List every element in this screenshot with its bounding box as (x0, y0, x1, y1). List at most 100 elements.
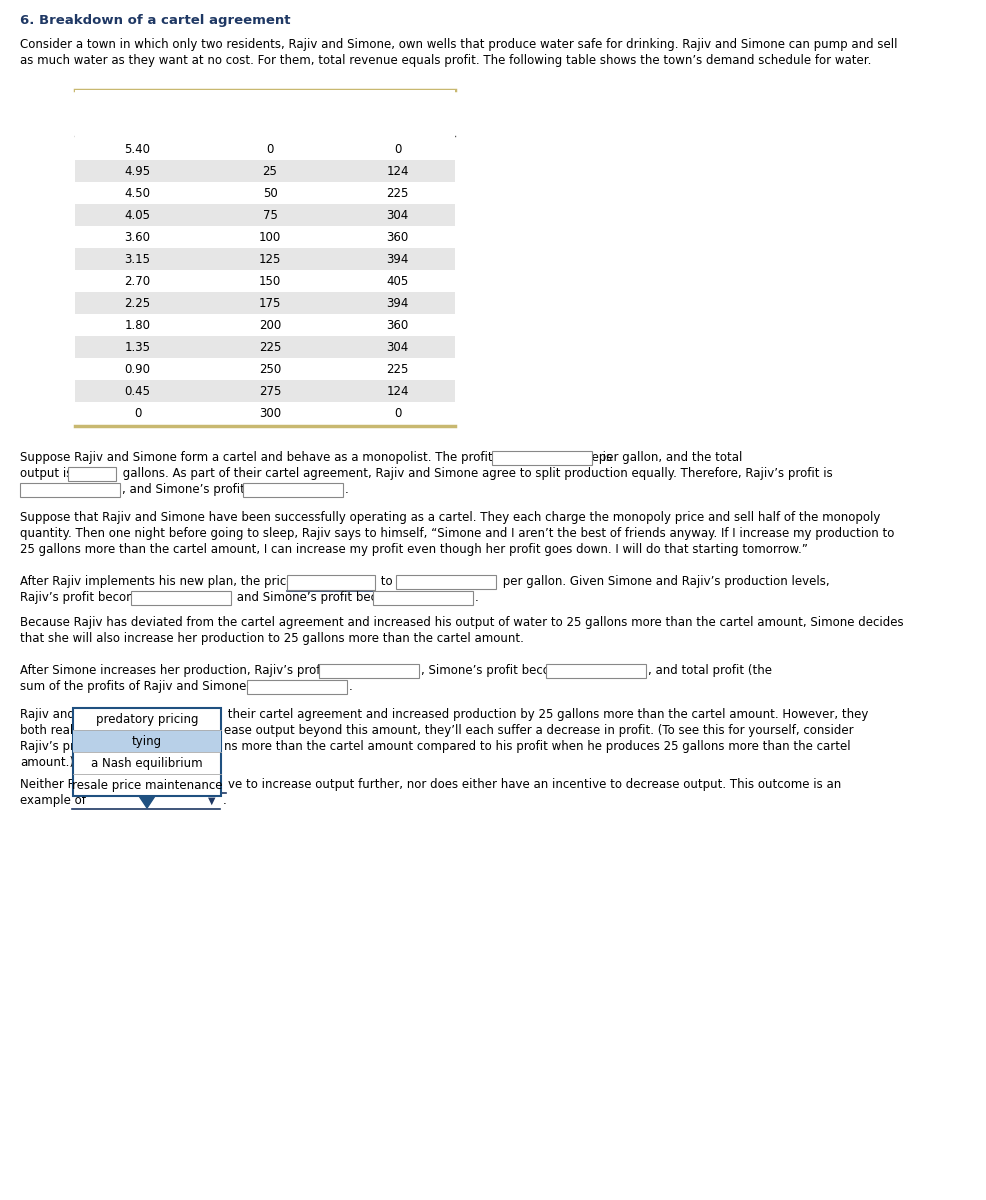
Text: $: $ (376, 592, 384, 605)
Bar (75, 204, 455, 226)
Text: that she will also increase her production to 25 gallons more than the cartel am: that she will also increase her producti… (20, 632, 524, 646)
Bar (75, 380, 455, 402)
Text: 360: 360 (387, 230, 408, 244)
Text: ns more than the cartel amount compared to his profit when he produces 25 gallon: ns more than the cartel amount compared … (224, 740, 851, 754)
Text: resale price maintenance: resale price maintenance (72, 779, 222, 792)
Text: $: $ (399, 576, 407, 589)
Bar (73, 730, 221, 752)
Text: 3.60: 3.60 (124, 230, 151, 244)
Text: 25: 25 (262, 164, 277, 178)
Text: 394: 394 (387, 296, 408, 310)
Text: $: $ (134, 592, 141, 605)
Text: .: . (474, 590, 478, 604)
Text: 150: 150 (259, 275, 281, 288)
Text: $: $ (249, 680, 257, 694)
Text: 124: 124 (387, 385, 409, 398)
Text: , Simone’s profit becomes: , Simone’s profit becomes (421, 664, 579, 677)
Text: 2.70: 2.70 (124, 275, 151, 288)
Text: Suppose Rajiv and Simone form a cartel and behave as a monopolist. The profit-ma: Suppose Rajiv and Simone form a cartel a… (20, 451, 616, 464)
Text: 0: 0 (393, 143, 401, 156)
Text: 0.45: 0.45 (124, 385, 151, 398)
Bar (131, 590, 231, 605)
Bar (75, 248, 455, 270)
Text: $: $ (23, 484, 31, 497)
Text: both realize: both realize (20, 724, 90, 737)
Text: 0.90: 0.90 (124, 362, 151, 376)
Text: 360: 360 (387, 319, 408, 332)
Text: their cartel agreement and increased production by 25 gallons more than the cart: their cartel agreement and increased pro… (224, 708, 869, 721)
Text: Neither Raji: Neither Raji (20, 778, 90, 791)
Bar (396, 575, 496, 589)
Text: 4.95: 4.95 (124, 164, 151, 178)
Text: Rajiv’s profit becomes: Rajiv’s profit becomes (20, 590, 155, 604)
Text: 2.25: 2.25 (124, 296, 151, 310)
Text: per gallon, and the total: per gallon, and the total (596, 451, 742, 464)
Bar (20, 482, 120, 497)
Text: Suppose that Rajiv and Simone have been successfully operating as a cartel. They: Suppose that Rajiv and Simone have been … (20, 511, 880, 524)
Text: 304: 304 (387, 341, 408, 354)
Text: 200: 200 (259, 319, 281, 332)
Text: 1.80: 1.80 (124, 319, 151, 332)
Text: gallons. As part of their cartel agreement, Rajiv and Simone agree to split prod: gallons. As part of their cartel agreeme… (119, 467, 833, 480)
Text: .: . (223, 794, 227, 806)
Text: example of: example of (20, 794, 86, 806)
Text: 405: 405 (387, 275, 408, 288)
Bar (243, 482, 342, 497)
Bar (75, 90, 455, 138)
Text: amount.): amount.) (20, 756, 74, 769)
Text: 225: 225 (258, 341, 281, 354)
Text: (Gallons of water): (Gallons of water) (220, 106, 319, 116)
Text: a Nash equilibrium: a Nash equilibrium (92, 757, 203, 770)
Text: 100: 100 (259, 230, 281, 244)
Text: 1.35: 1.35 (124, 341, 151, 354)
Text: Rajiv and S: Rajiv and S (20, 708, 86, 721)
Text: , and total profit (the: , and total profit (the (648, 664, 772, 677)
Text: 394: 394 (387, 253, 408, 266)
Text: quantity. Then one night before going to sleep, Rajiv says to himself, “Simone a: quantity. Then one night before going to… (20, 527, 894, 540)
Text: 6. Breakdown of a cartel agreement: 6. Breakdown of a cartel agreement (20, 14, 291, 26)
Text: $: $ (246, 484, 253, 497)
Text: $: $ (495, 452, 503, 464)
Text: 125: 125 (258, 253, 281, 266)
Bar (73, 708, 221, 796)
Text: Quantity Demanded: Quantity Demanded (204, 94, 336, 107)
Text: 75: 75 (262, 209, 277, 222)
Text: 50: 50 (262, 187, 277, 200)
Text: 304: 304 (387, 209, 408, 222)
Bar (75, 160, 455, 182)
Text: as much water as they want at no cost. For them, total revenue equals profit. Th: as much water as they want at no cost. F… (20, 54, 872, 67)
Text: , and Simone’s profit is: , and Simone’s profit is (122, 482, 262, 496)
Text: (Dollars): (Dollars) (374, 106, 421, 116)
Text: output is: output is (20, 467, 76, 480)
Text: ▼: ▼ (362, 576, 370, 586)
Text: 0: 0 (134, 407, 141, 420)
Text: to: to (377, 575, 396, 588)
Text: tying: tying (132, 734, 162, 748)
Text: ▼: ▼ (208, 796, 216, 806)
Text: Total Revenue: Total Revenue (351, 94, 445, 107)
Text: $: $ (549, 665, 557, 678)
Bar (546, 664, 646, 678)
Bar (318, 664, 419, 678)
Text: 124: 124 (387, 164, 409, 178)
Text: Price: Price (120, 94, 154, 107)
Text: per gallon. Given Simone and Rajiv’s production levels,: per gallon. Given Simone and Rajiv’s pro… (499, 575, 830, 588)
Text: 175: 175 (258, 296, 281, 310)
Bar (287, 575, 375, 590)
Text: sum of the profits of Rajiv and Simone) is now: sum of the profits of Rajiv and Simone) … (20, 680, 296, 692)
Text: Rajiv’s profi: Rajiv’s profi (20, 740, 90, 754)
Text: After Rajiv implements his new plan, the price of water: After Rajiv implements his new plan, the… (20, 575, 346, 588)
Text: 225: 225 (387, 187, 408, 200)
Text: $: $ (321, 665, 329, 678)
Bar (492, 451, 593, 464)
Text: 250: 250 (259, 362, 281, 376)
Text: 25 gallons more than the cartel amount, I can increase my profit even though her: 25 gallons more than the cartel amount, … (20, 542, 808, 556)
Text: 3.15: 3.15 (124, 253, 151, 266)
Text: 0: 0 (393, 407, 401, 420)
Text: After Simone increases her production, Rajiv’s profit becomes: After Simone increases her production, R… (20, 664, 389, 677)
Text: and Simone’s profit becomes: and Simone’s profit becomes (233, 590, 412, 604)
Bar (75, 336, 455, 358)
Text: ease output beyond this amount, they’ll each suffer a decrease in profit. (To se: ease output beyond this amount, they’ll … (224, 724, 854, 737)
Text: .: . (344, 482, 348, 496)
Polygon shape (139, 796, 155, 808)
